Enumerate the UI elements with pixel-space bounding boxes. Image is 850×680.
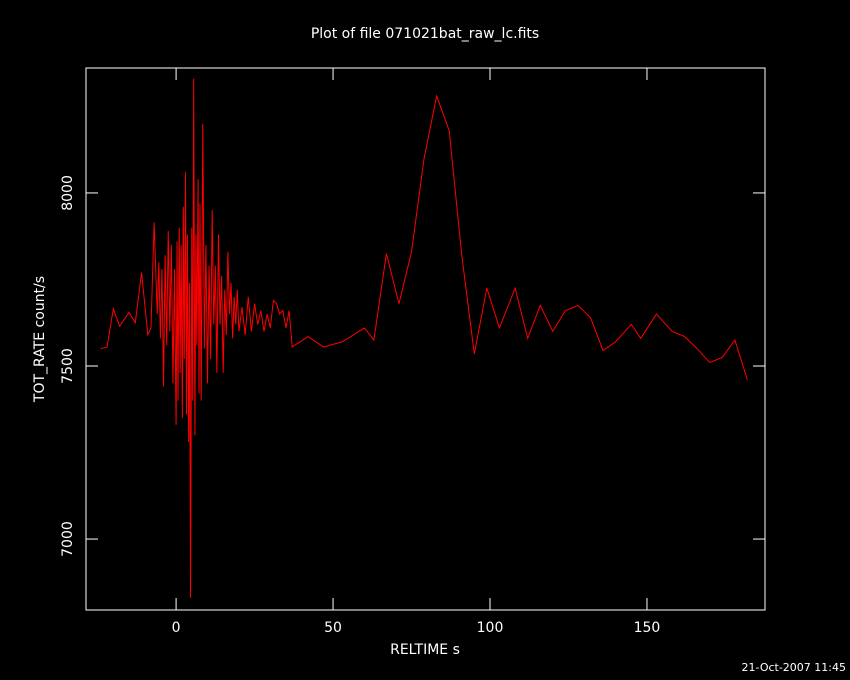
data-line [100,78,748,598]
timestamp: 21-Oct-2007 11:45 [742,661,846,674]
chart-title: Plot of file 071021bat_raw_lc.fits [311,26,539,42]
plot-frame [85,67,766,611]
y-tick-label: 7000 [60,521,76,557]
x-tick-label: 100 [477,620,504,636]
y-tick-label: 8000 [60,175,76,211]
x-axis-label: RELTIME s [390,642,460,658]
y-axis-label: TOT_RATE count/s [32,276,48,403]
x-tick-label: 150 [634,620,661,636]
x-tick-label: 50 [324,620,342,636]
x-tick-label: 0 [172,620,181,636]
y-tick-label: 7500 [60,348,76,384]
